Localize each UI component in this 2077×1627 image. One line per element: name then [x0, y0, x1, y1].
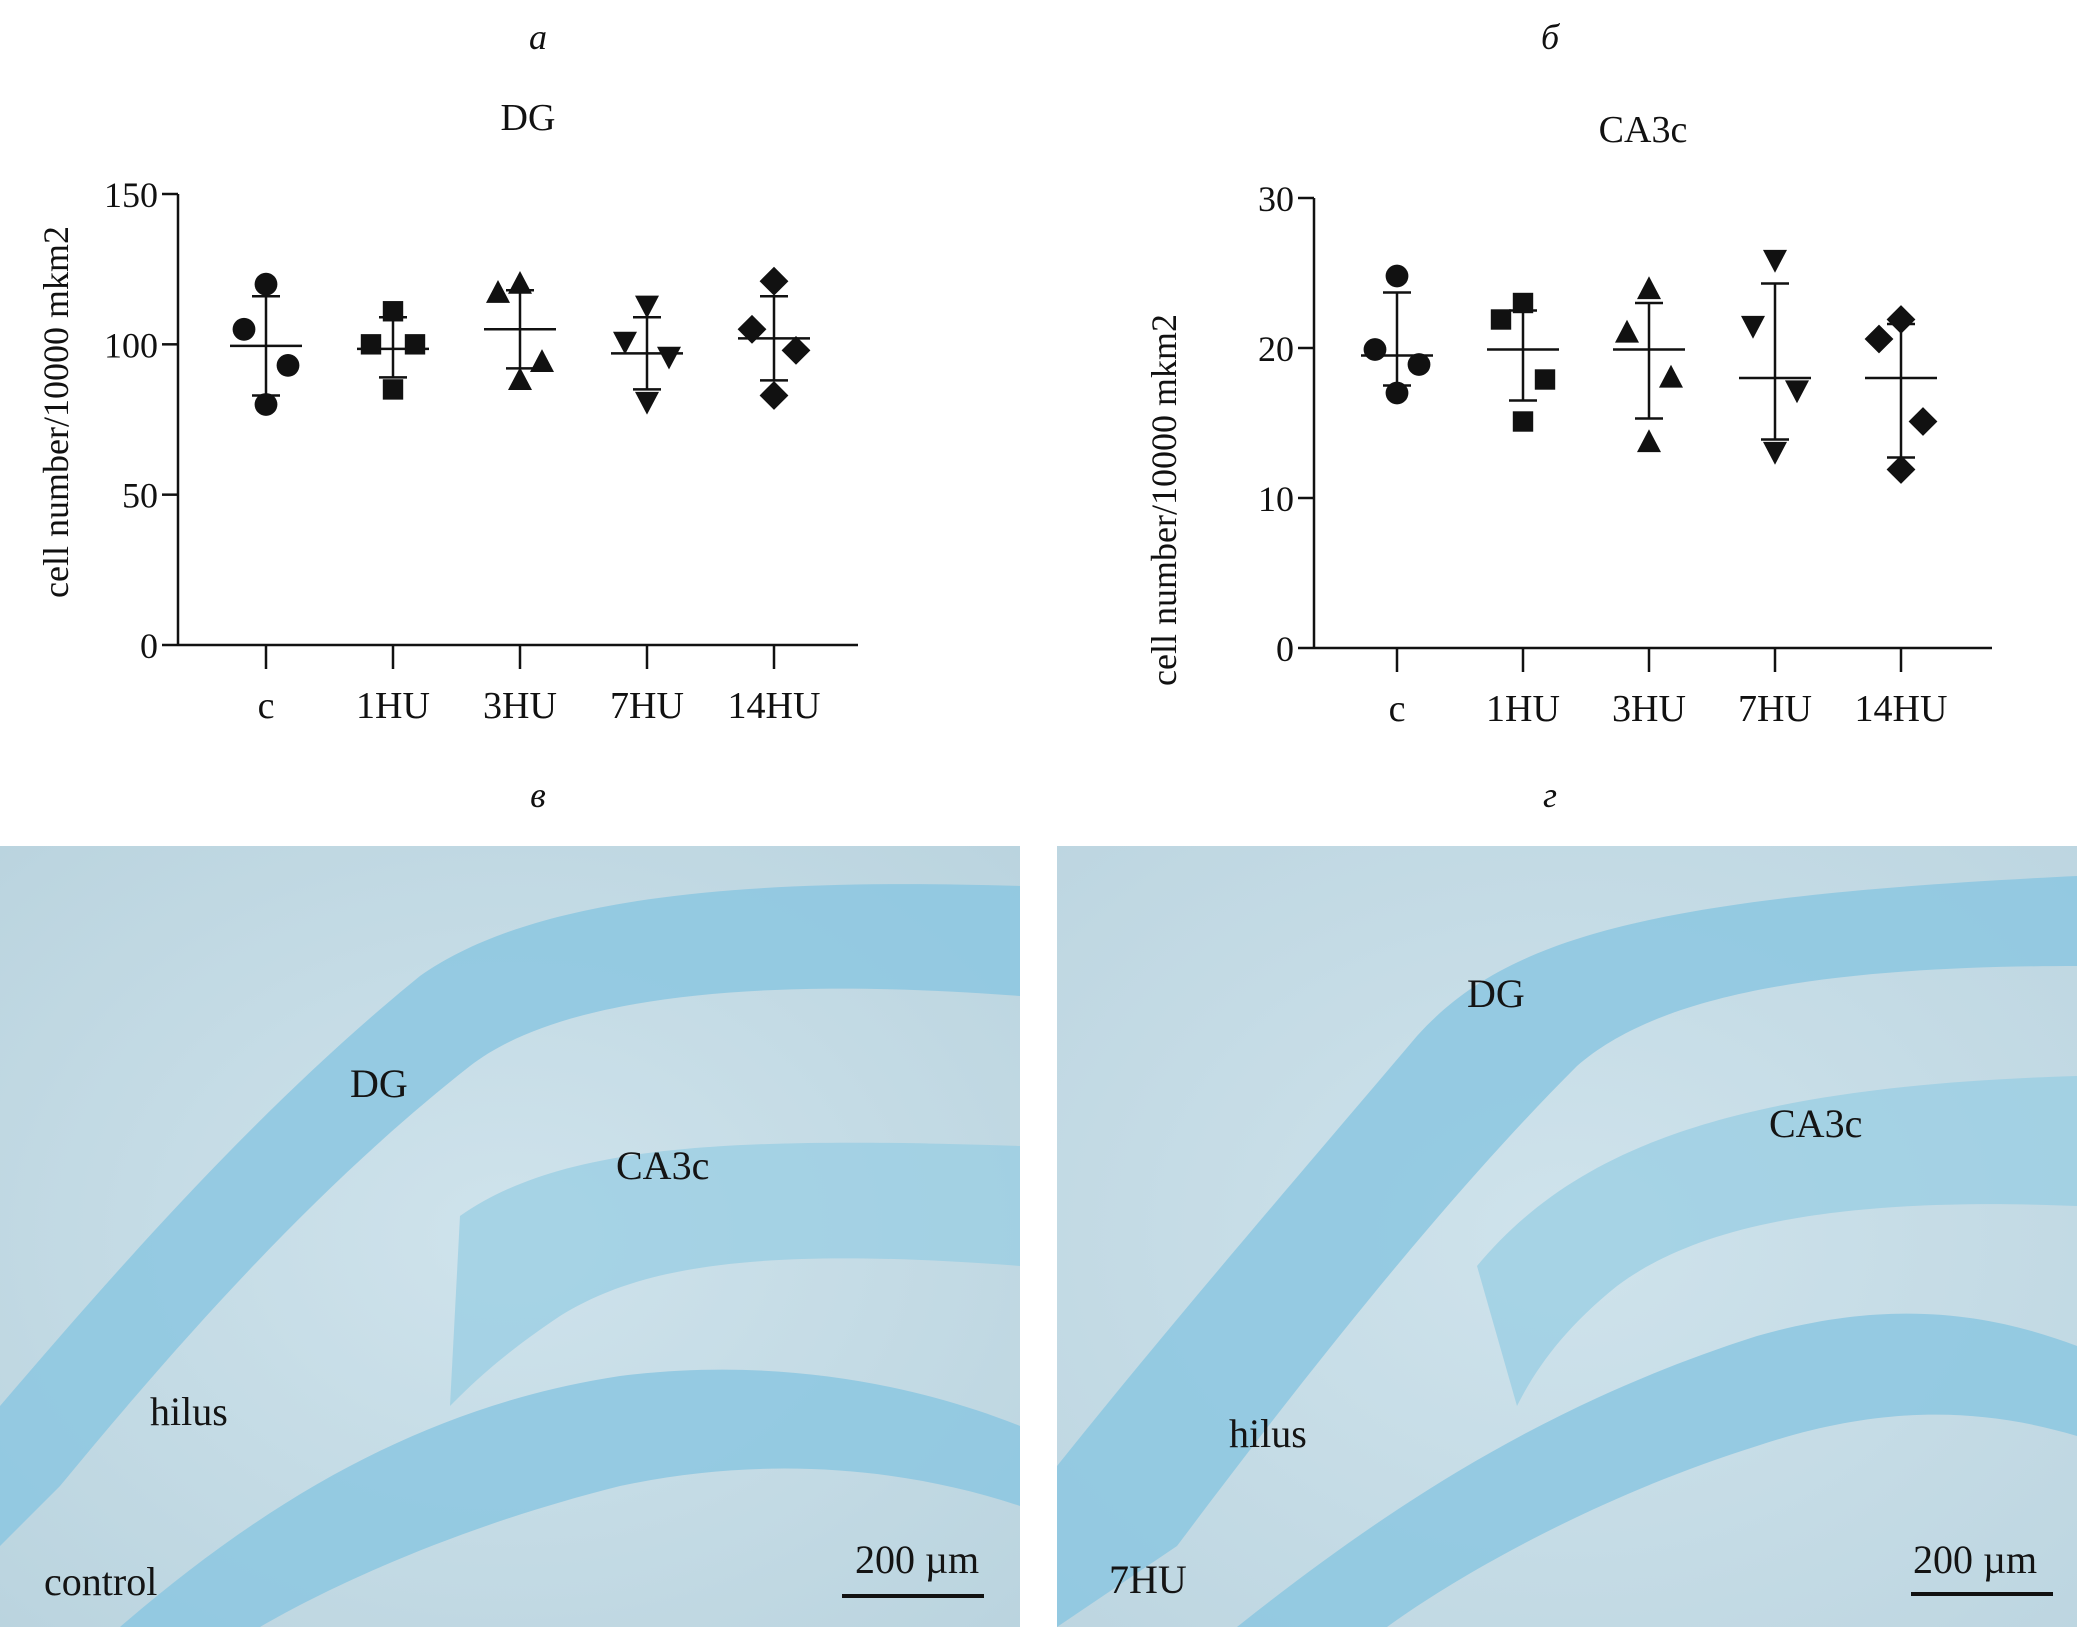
label-hilus: hilus	[1229, 1411, 1307, 1456]
x-tick-label: 3HU	[1612, 688, 1686, 730]
data-point-diamond	[737, 314, 767, 344]
y-tick-label: 0	[140, 626, 158, 666]
data-point-triangle-up	[1615, 319, 1639, 343]
panel-letter-c: в	[530, 775, 546, 815]
y-tick-label: 30	[1258, 179, 1294, 219]
dg-lower-blade	[120, 1369, 1020, 1627]
ca3c-band	[1477, 1076, 2077, 1406]
data-point-diamond	[781, 335, 811, 365]
tissue-image	[1057, 846, 2077, 1627]
micrograph-control: DG CA3c hilus control 200 µm	[0, 846, 1020, 1627]
tissue-image	[0, 846, 1020, 1627]
scale-bar	[842, 1594, 984, 1598]
data-point-triangle-up	[1637, 276, 1661, 300]
data-point-triangle-up	[486, 280, 510, 303]
ca3c-band	[450, 1142, 1020, 1406]
micrograph-7hu: DG CA3c hilus 7HU 200 µm	[1057, 846, 2077, 1627]
data-point-square	[1512, 292, 1534, 314]
data-point-triangle-down	[1741, 315, 1765, 339]
panel-letter-d: г	[1542, 775, 1558, 815]
data-point-diamond	[1908, 407, 1938, 436]
data-point-triangle-down	[657, 346, 681, 370]
data-point-triangle-down	[1763, 249, 1787, 273]
x-tick-label: 1HU	[1486, 688, 1560, 730]
label-condition: control	[44, 1559, 158, 1604]
data-point-triangle-down	[1785, 380, 1809, 404]
scale-bar-label: 200 µm	[855, 1537, 980, 1582]
data-point-circle	[1385, 381, 1409, 405]
label-hilus: hilus	[150, 1389, 228, 1434]
data-point-circle	[254, 393, 278, 416]
data-point-diamond	[1864, 324, 1894, 354]
data-point-circle	[1363, 338, 1387, 361]
ca3c-scatter-chart: CA3c cell number/10000 mkm2 0 10 20 30 c 1HU 3…	[1144, 109, 1992, 730]
data-point-diamond	[759, 266, 789, 296]
panel-letter-a: а	[529, 17, 547, 57]
data-point-triangle-down	[635, 391, 659, 415]
y-tick-label: 20	[1258, 329, 1294, 369]
y-axis-label: cell number/10000 mkm2	[1144, 314, 1184, 686]
dg-upper-blade	[0, 884, 1020, 1546]
data-point-square	[404, 334, 426, 355]
data-point-triangle-up	[508, 367, 532, 391]
scale-bar-label: 200 µm	[1913, 1537, 2038, 1582]
y-tick-label: 50	[122, 476, 158, 516]
y-tick-label: 100	[104, 325, 158, 365]
dg-upper-blade	[1057, 876, 2077, 1627]
x-tick-label: 3HU	[483, 685, 557, 727]
x-tick-label: c	[258, 685, 275, 727]
x-tick-label: c	[1389, 688, 1406, 730]
y-tick-label: 0	[1276, 629, 1294, 669]
label-ca3c: CA3c	[616, 1143, 710, 1188]
data-point-square	[382, 379, 404, 400]
x-tick-label: 1HU	[356, 685, 430, 727]
data-point-triangle-up	[1637, 429, 1661, 453]
data-point-triangle-up	[530, 349, 554, 372]
dg-scatter-chart: DG cell number/10000 mkm2 0 50 100 150 c 1HU 3…	[36, 97, 858, 727]
data-point-circle	[1385, 264, 1409, 288]
label-dg: DG	[350, 1061, 408, 1106]
chart-title: DG	[501, 97, 556, 139]
data-point-circle	[1407, 353, 1431, 376]
data-point-square	[1512, 411, 1534, 432]
x-tick-label: 7HU	[1738, 688, 1812, 730]
dg-lower-blade	[1237, 1313, 2077, 1627]
x-tick-label: 14HU	[728, 685, 821, 727]
x-tick-label: 14HU	[1855, 688, 1948, 730]
data-point-square	[1490, 309, 1512, 330]
data-point-diamond	[759, 381, 789, 410]
label-condition: 7HU	[1109, 1557, 1187, 1602]
data-point-triangle-down	[635, 295, 659, 319]
x-tick-label: 7HU	[610, 685, 684, 727]
y-tick-label: 150	[104, 175, 158, 215]
panel-letter-b: б	[1540, 17, 1560, 57]
scale-bar	[1911, 1592, 2053, 1596]
data-point-circle	[276, 353, 300, 377]
data-point-triangle-up	[508, 271, 532, 294]
data-point-square	[1534, 369, 1556, 390]
chart-title: CA3c	[1599, 109, 1688, 151]
y-tick-label: 10	[1258, 479, 1294, 519]
label-dg: DG	[1467, 971, 1525, 1016]
data-point-square	[382, 301, 404, 322]
data-point-circle	[254, 272, 278, 296]
data-point-triangle-down	[613, 331, 637, 355]
data-point-triangle-down	[1763, 441, 1787, 465]
label-ca3c: CA3c	[1769, 1101, 1863, 1146]
data-point-diamond	[1886, 305, 1916, 334]
data-point-square	[360, 334, 382, 355]
data-point-triangle-up	[1659, 364, 1683, 388]
data-point-diamond	[1886, 455, 1916, 484]
y-axis-label: cell number/10000 mkm2	[36, 226, 76, 598]
data-point-circle	[232, 317, 256, 341]
